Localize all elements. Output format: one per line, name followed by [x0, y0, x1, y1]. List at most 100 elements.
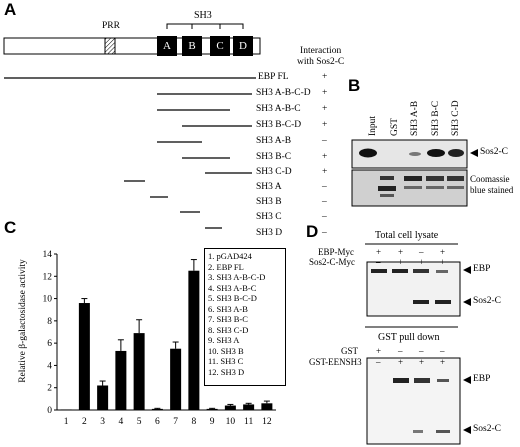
legend-entry: 2. EBP FL [208, 261, 244, 272]
interaction-result: + [322, 72, 328, 82]
sos2c-arrow-bottom [463, 426, 471, 434]
construct-label: EBP FL [258, 72, 289, 82]
ebp-arrow-bottom [463, 376, 471, 384]
sign: + [440, 357, 446, 367]
sign: + [398, 247, 404, 257]
ebp-pulldown-band [437, 379, 449, 382]
sos2c-pulldown-band [413, 430, 423, 433]
band-sh3-cd [448, 149, 464, 157]
coomassie-label-line2: blue stained [470, 185, 514, 195]
band-input [359, 148, 377, 158]
interaction-result: – [322, 212, 327, 222]
sign: + [419, 357, 425, 367]
ebp-band [413, 269, 429, 273]
total-cell-lysate-title: Total cell lysate [375, 230, 439, 241]
sos2c-band [435, 300, 451, 304]
sign: + [376, 346, 382, 356]
x-tick-label: 4 [119, 417, 124, 427]
sign: – [398, 346, 403, 356]
x-tick-label: 2 [82, 417, 87, 427]
construct-label: SH3 B-C-D [256, 120, 302, 130]
x-tick-label: 8 [192, 417, 197, 427]
panel-a-letter: A [4, 0, 17, 19]
interaction-result: – [322, 182, 327, 192]
construct-label: SH3 A-B-C [256, 104, 301, 114]
sos2c-arrow [470, 149, 478, 157]
sign: – [376, 357, 381, 367]
y-tick-label: 8 [47, 317, 52, 327]
y-tick-label: 14 [43, 250, 53, 260]
domain-c-label: C [216, 40, 224, 52]
x-tick-label: 10 [226, 417, 236, 427]
x-tick-label: 9 [210, 417, 215, 427]
band-sh3-bc [427, 149, 445, 157]
coomassie-band [447, 176, 464, 181]
gst-pulldown-title: GST pull down [378, 332, 440, 343]
sos2c-band-label-top: Sos2-C [473, 296, 501, 306]
coomassie-label: Coomassie blue stained [470, 174, 513, 196]
x-tick-label: 7 [173, 417, 178, 427]
construct-label: SH3 C-D [256, 167, 292, 177]
sign: + [440, 247, 446, 257]
y-tick-label: 2 [47, 384, 52, 394]
interaction-header-line2: with Sos2-C [297, 57, 345, 67]
bar [188, 270, 200, 410]
ebp-myc-label: EBP-Myc [318, 247, 354, 257]
bar [243, 404, 255, 410]
panel-d-letter: D [306, 222, 319, 241]
bar [133, 333, 145, 410]
construct-label: SH3 B [256, 197, 282, 207]
domain-a-label: A [163, 40, 171, 52]
construct-label: SH3 D [256, 228, 283, 238]
sign: + [440, 257, 446, 267]
prr-domain [104, 37, 116, 55]
sign: + [398, 257, 404, 267]
sh3-domain-b [182, 36, 202, 56]
sos2c-pulldown-band [436, 430, 450, 433]
coomassie-label-line1: Coomassie [470, 174, 510, 184]
coomassie-band [404, 176, 422, 181]
sos2c-arrow-top [463, 298, 471, 306]
panel-b-letter: B [348, 76, 361, 95]
ebp-band [436, 270, 448, 273]
interaction-result: + [322, 104, 328, 114]
chart-legend: 1. pGAD424 2. EBP FL 3. SH3 A-B-C-D 4. SH3 … [204, 248, 286, 386]
ebp-band [392, 269, 408, 273]
ebp-pulldown-band [414, 378, 430, 383]
sos2c-band-label-bottom: Sos2-C [473, 424, 501, 434]
construct-label: SH3 C [256, 212, 282, 222]
x-tick-label: 5 [137, 417, 142, 427]
y-tick-label: 0 [47, 406, 52, 416]
interaction-header: Interaction with Sos2-C [297, 46, 344, 68]
coomassie-band [380, 194, 394, 197]
construct-label: SH3 A-B [256, 136, 292, 146]
domain-d-label: D [239, 40, 247, 52]
band-sh3-ab [409, 152, 421, 156]
x-tick-label: 12 [262, 417, 272, 427]
interaction-result: + [322, 167, 328, 177]
sh3-label: SH3 [194, 10, 212, 21]
gst-pulldown-blot [366, 357, 461, 445]
y-tick-label: 10 [43, 295, 53, 305]
sign: – [440, 346, 445, 356]
interaction-result: – [322, 136, 327, 146]
domain-b-label: B [188, 40, 196, 52]
legend-entry: 9. SH3 A [208, 335, 240, 345]
panel-c-letter: C [4, 218, 17, 237]
coomassie-band [426, 176, 444, 181]
interaction-result: – [322, 228, 327, 238]
coomassie-band [404, 186, 422, 189]
interaction-result: + [322, 152, 328, 162]
bar [206, 408, 218, 410]
interaction-result: + [322, 120, 328, 130]
bar [261, 403, 273, 410]
sign: – [419, 247, 424, 257]
ebp-arrow [463, 266, 471, 274]
bar [60, 409, 72, 411]
legend-entry: 5. SH3 B-C-D [208, 293, 257, 303]
construct-label: SH3 B-C [256, 152, 292, 162]
sh3-domain-a [157, 36, 177, 56]
